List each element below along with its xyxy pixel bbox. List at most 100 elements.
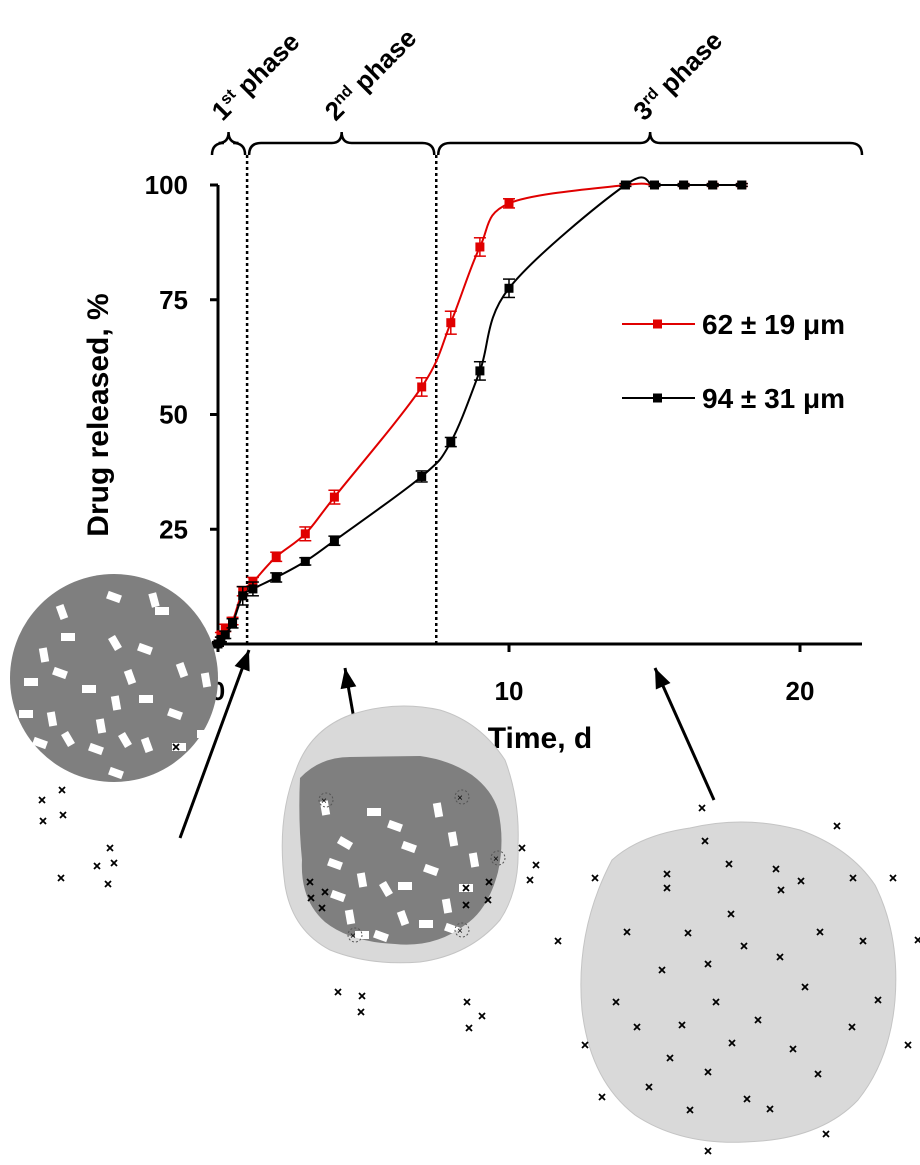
released-drug-mark	[684, 929, 692, 937]
phase-brace	[247, 131, 436, 156]
released-drug-mark	[532, 861, 540, 869]
released-drug-mark	[740, 942, 748, 950]
pore-mark: ×	[457, 926, 463, 937]
cross-stroke	[478, 1012, 486, 1020]
drug-crystal	[46, 711, 58, 727]
drug-crystal	[197, 730, 211, 738]
cross-stroke	[658, 966, 666, 974]
pore-outline	[454, 789, 470, 805]
arrow-shaft	[653, 667, 716, 801]
released-drug-mark	[307, 894, 315, 902]
cross-stroke	[623, 928, 631, 936]
released-drug-mark	[801, 983, 809, 991]
data-point	[620, 180, 630, 190]
drug-crystal	[175, 662, 189, 678]
drug-crystal	[367, 808, 381, 816]
arrow-head	[234, 650, 250, 672]
data-point	[213, 639, 223, 649]
cross-stroke	[39, 817, 47, 825]
cross-stroke	[38, 796, 46, 804]
x-tick-label: 10	[495, 676, 524, 706]
cross-stroke	[666, 1054, 674, 1062]
cross-stroke	[701, 837, 709, 845]
data-point	[248, 584, 258, 594]
released-drug-mark	[321, 888, 329, 896]
drug-crystal	[19, 710, 33, 718]
drug-crystal	[327, 857, 343, 871]
cross-stroke	[463, 998, 471, 1006]
released-drug-mark	[889, 874, 897, 882]
released-drug-mark	[645, 1083, 653, 1091]
dissolving-pore: ×	[490, 850, 506, 866]
drug-crystal	[106, 590, 122, 604]
cross-stroke	[358, 992, 366, 1000]
data-point	[650, 180, 659, 190]
x-tick-label: 20	[786, 676, 815, 706]
released-drug-mark	[686, 1106, 694, 1114]
drug-crystal	[336, 836, 354, 850]
drug-crystal	[330, 889, 346, 903]
released-drug-mark	[772, 865, 780, 873]
released-drug-mark	[39, 817, 47, 825]
drug-crystal	[38, 647, 50, 663]
cross-stroke	[465, 1024, 473, 1032]
drug-crystal	[356, 872, 368, 888]
dissolving-pore: ×	[454, 922, 470, 938]
arrow-head	[340, 668, 357, 690]
data-point	[220, 630, 230, 640]
released-drug-mark	[663, 884, 671, 892]
drug-crystal	[123, 669, 137, 685]
released-drug-mark	[358, 992, 366, 1000]
y-axis-title: Drug released, %	[82, 293, 115, 536]
released-drug-mark	[526, 876, 534, 884]
phase-label: 1st phase	[206, 26, 306, 126]
drug-crystal	[396, 910, 410, 926]
phase-brace	[437, 131, 864, 156]
drug-crystal	[432, 802, 444, 818]
data-point	[228, 618, 238, 628]
cross-stroke	[698, 804, 706, 812]
cross-stroke	[645, 1083, 653, 1091]
drug-crystal	[401, 840, 417, 854]
released-drug-mark	[789, 1045, 797, 1053]
cross-stroke	[801, 983, 809, 991]
released-drug-mark	[110, 859, 118, 867]
cross-stroke	[684, 929, 692, 937]
released-drug-mark	[727, 910, 735, 918]
pore-outline	[454, 922, 470, 938]
particle-3-eroded-matrix	[580, 821, 897, 1143]
released-drug-mark	[485, 878, 493, 886]
released-drug-mark	[334, 988, 342, 996]
cross-stroke	[777, 886, 785, 894]
cross-stroke	[704, 1068, 712, 1076]
pore-outline	[490, 850, 506, 866]
released-drug-mark	[698, 804, 706, 812]
particle-2-dissolving-pores: × × × × ×	[318, 789, 506, 943]
released-drug-mark	[725, 860, 733, 868]
particle-3-released-drug-marks	[554, 804, 920, 1155]
legend-label: 62 ± 19 μm	[702, 309, 845, 340]
drug-crystal	[319, 800, 331, 816]
phase-brace	[210, 131, 247, 156]
released-drug-mark	[462, 901, 470, 909]
released-drug-mark	[743, 1095, 751, 1103]
cross-stroke	[678, 1021, 686, 1029]
drug-crystal	[398, 882, 412, 890]
dissolving-pore: ×	[318, 792, 334, 808]
released-drug-mark	[776, 953, 784, 961]
data-point	[329, 492, 339, 502]
cross-stroke	[612, 998, 620, 1006]
cross-stroke	[797, 877, 805, 885]
cross-stroke	[484, 896, 492, 904]
released-drug-mark	[106, 844, 114, 852]
drug-crystal	[108, 766, 124, 780]
dissolving-pore: ×	[347, 927, 363, 943]
cross-stroke	[462, 901, 470, 909]
particle-phase-2-illustration: × × × × ×	[281, 705, 540, 1032]
released-drug-mark	[704, 1068, 712, 1076]
released-drug-mark	[848, 1023, 856, 1031]
released-drug-mark	[57, 874, 65, 882]
data-point	[417, 471, 427, 481]
drug-crystal	[387, 819, 403, 833]
